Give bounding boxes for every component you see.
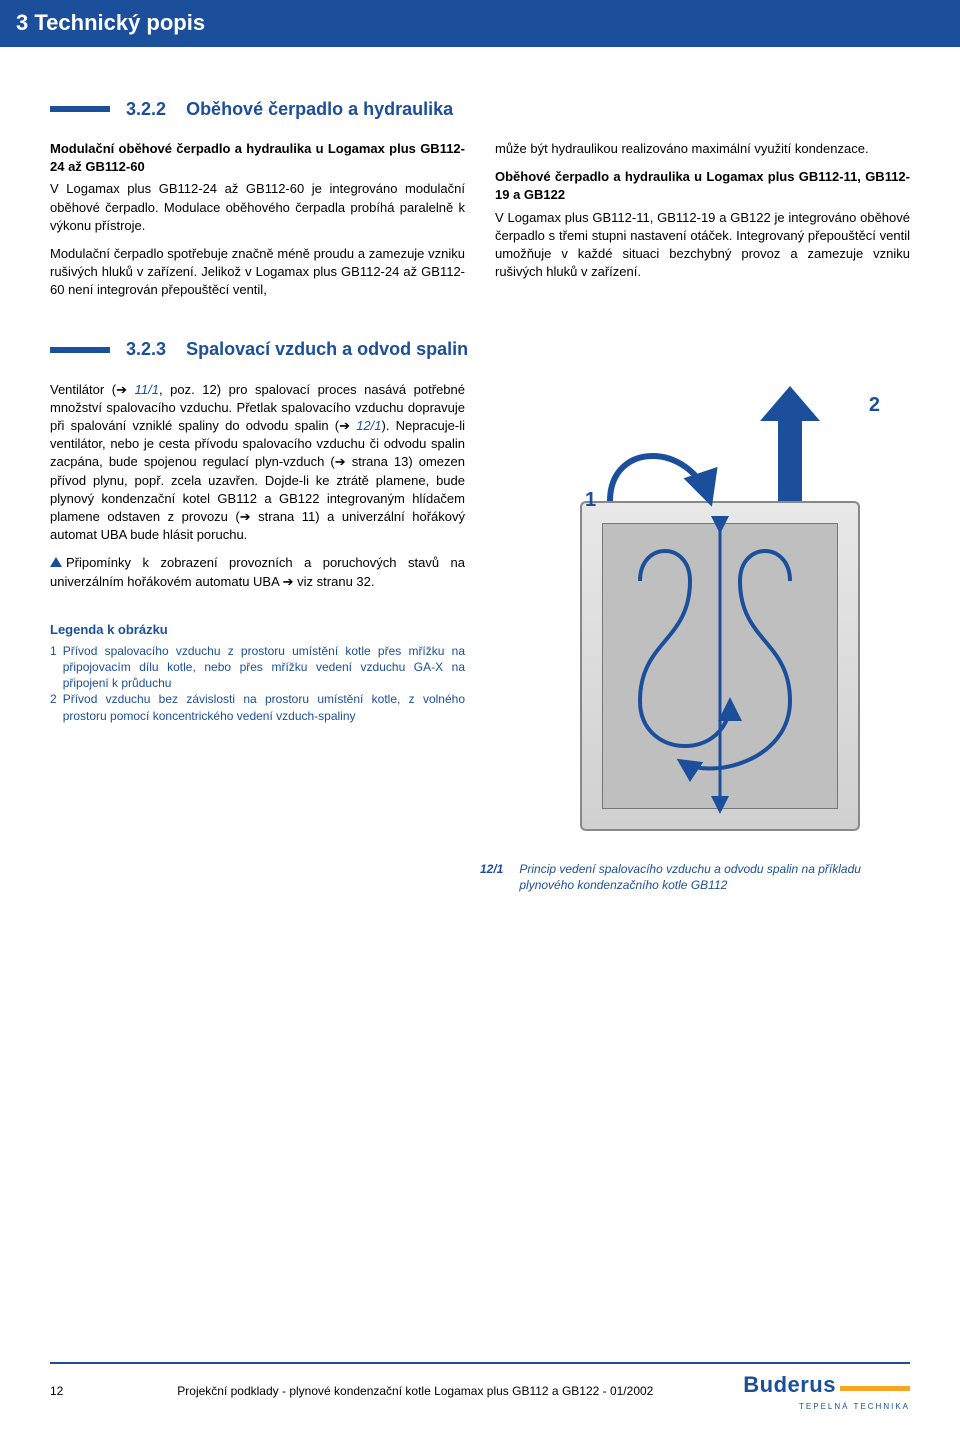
- section-num: 3.2.2: [126, 99, 166, 119]
- legend-num: 2: [50, 691, 57, 723]
- section-num: 3.2.3: [126, 339, 166, 359]
- note-paragraph: Připomínky k zobrazení provozních a poru…: [50, 554, 465, 590]
- text: ). Nepracuje-li ventilátor, nebo je cest…: [50, 418, 465, 542]
- figure-caption-text: Princip vedení spalovacího vzduchu a odv…: [519, 861, 910, 895]
- page-footer: 12 Projekční podklady - plynové kondenza…: [50, 1362, 910, 1412]
- logo-dash-icon: [840, 1386, 910, 1391]
- section-323-heading: 3.2.3 Spalovací vzduch a odvod spalin: [50, 337, 910, 362]
- section-title: Oběhové čerpadlo a hydraulika: [186, 99, 453, 119]
- col-left: Ventilátor (➔ 11/1, poz. 12) pro spalova…: [50, 381, 465, 841]
- section-title: Spalovací vzduch a odvod spalin: [186, 339, 468, 359]
- legend-block: Legenda k obrázku 1 Přívod spalovacího v…: [50, 621, 465, 724]
- figure-number: 12/1: [480, 861, 503, 895]
- paragraph: V Logamax plus GB112-11, GB112-19 a GB12…: [495, 209, 910, 282]
- chapter-header: 3 Technický popis: [0, 0, 960, 47]
- callout-2: 2: [869, 391, 880, 419]
- subheading: Modulační oběhové čerpadlo a hydraulika …: [50, 140, 465, 176]
- legend-title: Legenda k obrázku: [50, 621, 465, 639]
- callout-1: 1: [585, 486, 596, 514]
- note-text: Připomínky k zobrazení provozních a poru…: [50, 555, 465, 588]
- page-content: 3.2.2 Oběhové čerpadlo a hydraulika Modu…: [0, 47, 960, 894]
- xref-link[interactable]: 12/1: [356, 418, 381, 433]
- brand-logo: Buderus TEPELNÁ TECHNIKA: [743, 1370, 910, 1412]
- text: Ventilátor (➔: [50, 382, 135, 397]
- legend-text: Přívod vzduchu bez závislosti na prostor…: [63, 691, 465, 723]
- airflow-diagram-icon: [530, 381, 910, 841]
- col-right-figure: 1 2: [495, 381, 910, 841]
- figure-12-1: 1 2: [530, 381, 910, 841]
- paragraph: může být hydraulikou realizováno maximál…: [495, 140, 910, 158]
- heading-bar-icon: [50, 106, 110, 112]
- triangle-icon: [50, 557, 62, 567]
- subheading: Oběhové čerpadlo a hydraulika u Logamax …: [495, 168, 910, 204]
- paragraph: Modulační čerpadlo spotřebuje značně mén…: [50, 245, 465, 300]
- section-322-body: Modulační oběhové čerpadlo a hydraulika …: [50, 140, 910, 310]
- footer-title: Projekční podklady - plynové kondenzační…: [87, 1383, 743, 1400]
- figure-caption: 12/1 Princip vedení spalovacího vzduchu …: [480, 861, 910, 895]
- col-right: může být hydraulikou realizováno maximál…: [495, 140, 910, 310]
- legend-text: Přívod spalovacího vzduchu z prostoru um…: [63, 643, 465, 692]
- xref-link[interactable]: 11/1: [135, 382, 159, 397]
- paragraph: Ventilátor (➔ 11/1, poz. 12) pro spalova…: [50, 381, 465, 545]
- heading-bar-icon: [50, 347, 110, 353]
- paragraph: V Logamax plus GB112-24 až GB112-60 je i…: [50, 180, 465, 235]
- logo-text: Buderus: [743, 1372, 836, 1397]
- col-left: Modulační oběhové čerpadlo a hydraulika …: [50, 140, 465, 310]
- legend-num: 1: [50, 643, 57, 692]
- legend-item: 1 Přívod spalovacího vzduchu z prostoru …: [50, 643, 465, 692]
- section-323-body: Ventilátor (➔ 11/1, poz. 12) pro spalova…: [50, 381, 910, 841]
- legend-item: 2 Přívod vzduchu bez závislosti na prost…: [50, 691, 465, 723]
- logo-subtitle: TEPELNÁ TECHNIKA: [743, 1401, 910, 1412]
- section-322-heading: 3.2.2 Oběhové čerpadlo a hydraulika: [50, 97, 910, 122]
- page-number: 12: [50, 1383, 63, 1400]
